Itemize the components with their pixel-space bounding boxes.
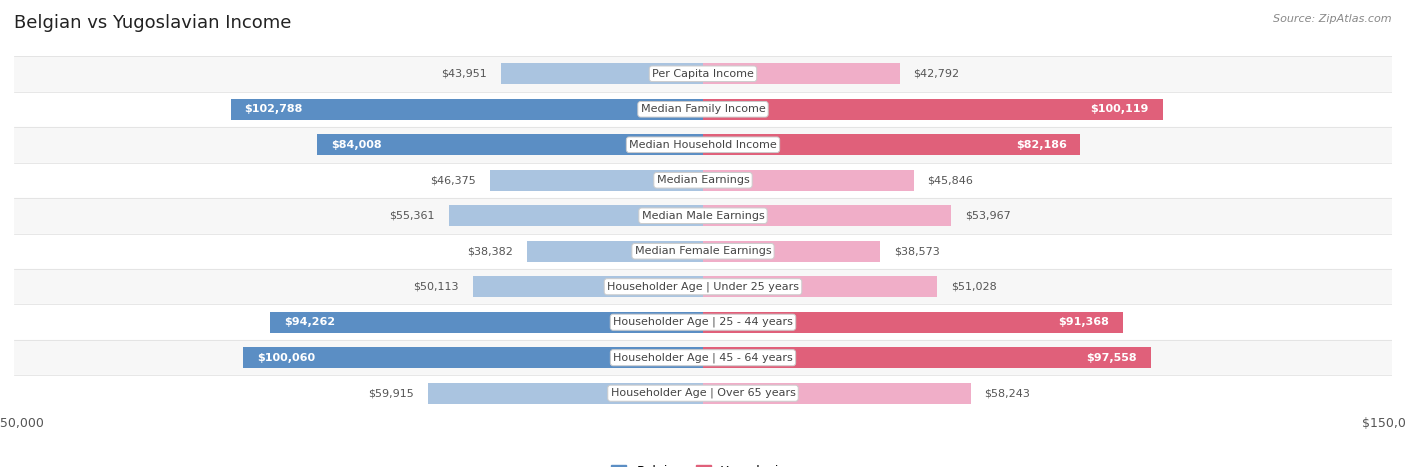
Text: $50,113: $50,113 [413,282,458,292]
Text: Median Family Income: Median Family Income [641,104,765,114]
Bar [703,276,938,297]
Bar [243,347,703,368]
Bar [527,241,703,262]
Bar [231,99,703,120]
Text: Median Male Earnings: Median Male Earnings [641,211,765,221]
Bar [703,205,950,226]
Text: Householder Age | 25 - 44 years: Householder Age | 25 - 44 years [613,317,793,327]
Text: $38,382: $38,382 [467,246,513,256]
Text: $94,262: $94,262 [284,317,335,327]
Text: $43,951: $43,951 [441,69,488,79]
Text: $82,186: $82,186 [1015,140,1067,150]
Text: $55,361: $55,361 [389,211,434,221]
Text: Belgian vs Yugoslavian Income: Belgian vs Yugoslavian Income [14,14,291,32]
Legend: Belgian, Yugoslavian: Belgian, Yugoslavian [606,460,800,467]
Text: Per Capita Income: Per Capita Income [652,69,754,79]
Text: $51,028: $51,028 [950,282,997,292]
Text: Householder Age | Over 65 years: Householder Age | Over 65 years [610,388,796,398]
Bar [270,311,703,333]
Bar [703,311,1122,333]
Text: $53,967: $53,967 [965,211,1011,221]
Text: Median Female Earnings: Median Female Earnings [634,246,772,256]
Text: Source: ZipAtlas.com: Source: ZipAtlas.com [1274,14,1392,24]
Text: $100,060: $100,060 [257,353,315,363]
Text: $84,008: $84,008 [330,140,381,150]
Text: $42,792: $42,792 [914,69,959,79]
Bar [703,347,1152,368]
Text: $38,573: $38,573 [894,246,939,256]
Bar [491,170,703,191]
Text: $102,788: $102,788 [245,104,304,114]
Text: $59,915: $59,915 [368,388,413,398]
Bar [703,170,914,191]
Bar [472,276,703,297]
Bar [318,134,703,156]
Text: $45,846: $45,846 [928,175,973,185]
Text: Householder Age | 45 - 64 years: Householder Age | 45 - 64 years [613,353,793,363]
Bar [703,63,900,85]
Text: Median Earnings: Median Earnings [657,175,749,185]
Text: $91,368: $91,368 [1057,317,1109,327]
Text: Householder Age | Under 25 years: Householder Age | Under 25 years [607,282,799,292]
Bar [449,205,703,226]
Bar [703,99,1163,120]
Text: $58,243: $58,243 [984,388,1031,398]
Text: $100,119: $100,119 [1091,104,1149,114]
Bar [703,134,1080,156]
Bar [427,382,703,404]
Text: $46,375: $46,375 [430,175,477,185]
Text: $97,558: $97,558 [1087,353,1137,363]
Bar [501,63,703,85]
Bar [703,382,970,404]
Text: Median Household Income: Median Household Income [628,140,778,150]
Bar [703,241,880,262]
